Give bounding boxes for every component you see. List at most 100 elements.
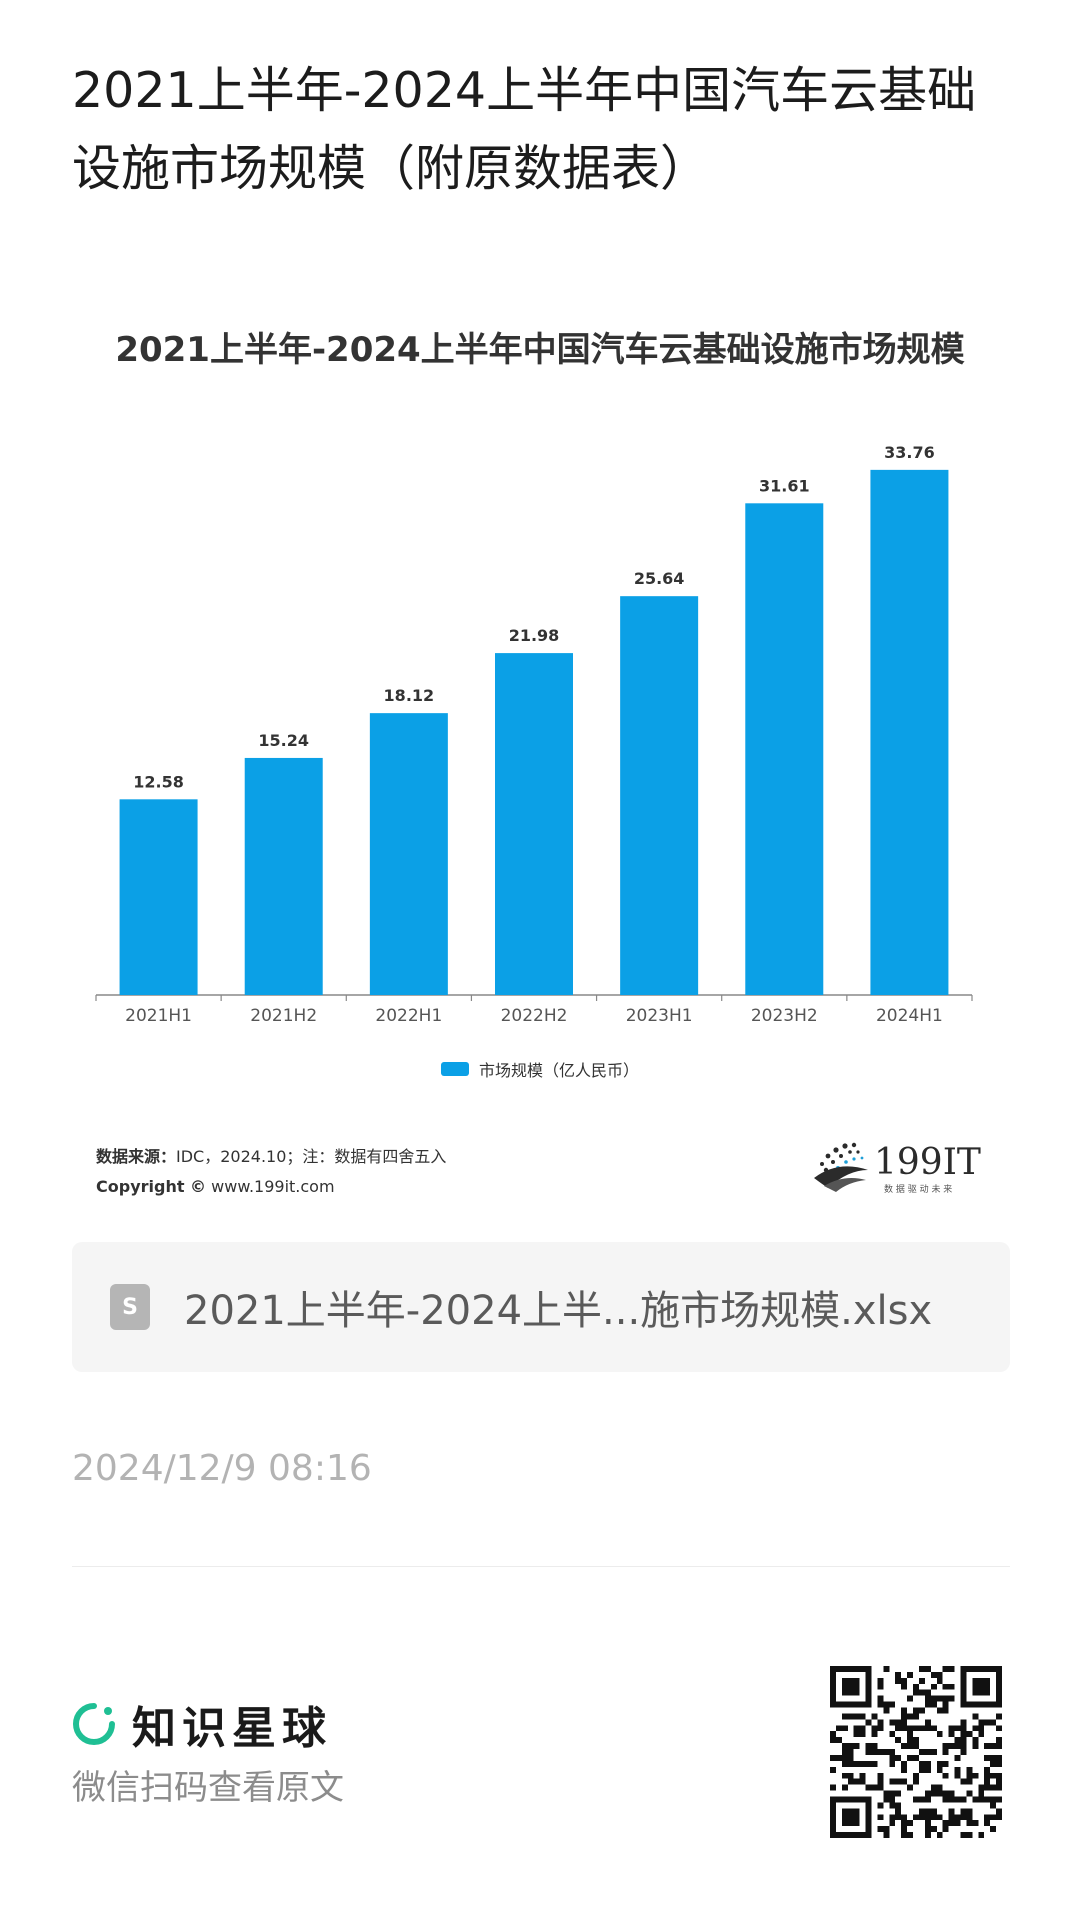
qr-module <box>853 1760 860 1767</box>
qr-module <box>978 1790 985 1797</box>
x-tick-label: 2022H1 <box>375 1006 442 1026</box>
qr-finder <box>841 1808 860 1827</box>
qr-module <box>936 1814 943 1821</box>
qr-module <box>954 1725 961 1732</box>
qr-module <box>942 1749 949 1755</box>
qr-module <box>901 1832 908 1838</box>
qr-module <box>877 1802 884 1809</box>
qr-module <box>901 1760 908 1767</box>
qr-module <box>996 1743 1002 1750</box>
qr-module <box>918 1689 925 1696</box>
qr-module <box>930 1808 937 1815</box>
qr-module <box>966 1772 973 1779</box>
qr-module <box>889 1749 896 1755</box>
qr-module <box>942 1796 949 1803</box>
data-label: 15.24 <box>258 731 309 750</box>
qr-code[interactable] <box>830 1666 1002 1838</box>
qr-module <box>948 1820 955 1827</box>
qr-module <box>924 1814 931 1821</box>
qr-module <box>883 1749 890 1755</box>
qr-module <box>871 1731 878 1738</box>
bar-2021H1 <box>119 799 198 995</box>
qr-module <box>853 1725 860 1732</box>
qr-module <box>871 1725 878 1732</box>
qr-module <box>895 1725 902 1732</box>
qr-module <box>859 1778 866 1785</box>
qr-module <box>978 1784 985 1791</box>
qr-module <box>901 1719 908 1726</box>
x-tick-label: 2022H2 <box>501 1006 568 1026</box>
bar-2023H2 <box>745 503 824 995</box>
qr-module <box>960 1778 967 1785</box>
qr-module <box>865 1743 872 1750</box>
qr-module <box>877 1719 884 1726</box>
qr-module <box>877 1725 884 1732</box>
qr-module <box>859 1713 866 1720</box>
qr-module <box>924 1695 931 1702</box>
qr-module <box>830 1784 836 1791</box>
qr-module <box>942 1683 949 1690</box>
qr-module <box>972 1820 979 1827</box>
x-tick-label: 2023H1 <box>626 1006 693 1026</box>
qr-module <box>966 1731 973 1738</box>
qr-module <box>865 1784 872 1791</box>
qr-module <box>853 1713 860 1720</box>
source-label: 数据来源： <box>96 1147 177 1166</box>
qr-module <box>835 1754 842 1761</box>
qr-module <box>966 1778 973 1785</box>
qr-module <box>960 1808 967 1815</box>
attachment-filename[interactable]: 2021上半年-2024上半...施市场规模.xlsx <box>184 1288 933 1334</box>
qr-module <box>883 1826 890 1833</box>
spreadsheet-file-icon: S <box>110 1284 150 1330</box>
qr-module <box>960 1719 967 1726</box>
qr-module <box>907 1832 914 1838</box>
qr-module <box>889 1754 896 1761</box>
qr-module <box>954 1796 961 1803</box>
qr-module <box>913 1689 919 1696</box>
qr-module <box>996 1772 1002 1779</box>
qr-module <box>871 1784 878 1791</box>
qr-module <box>895 1737 902 1744</box>
qr-module <box>889 1719 896 1726</box>
qr-module <box>889 1731 896 1738</box>
qr-module <box>924 1749 931 1755</box>
qr-module <box>942 1772 949 1779</box>
qr-module <box>853 1778 860 1785</box>
qr-module <box>847 1743 854 1750</box>
qr-module <box>889 1796 896 1803</box>
qr-module <box>942 1790 949 1797</box>
qr-module <box>895 1778 902 1785</box>
qr-module <box>930 1725 937 1732</box>
qr-module <box>990 1802 997 1809</box>
qr-module <box>954 1766 961 1773</box>
data-label: 18.12 <box>384 686 435 705</box>
qr-module <box>978 1832 985 1838</box>
qr-module <box>847 1772 854 1779</box>
qr-module <box>954 1743 961 1750</box>
qr-module <box>889 1820 896 1827</box>
qr-module <box>948 1743 955 1750</box>
qr-module <box>960 1743 967 1750</box>
qr-module <box>996 1754 1002 1761</box>
qr-module <box>913 1713 919 1720</box>
qr-module <box>954 1772 961 1779</box>
qr-module <box>948 1796 955 1803</box>
qr-module <box>966 1808 973 1815</box>
qr-module <box>889 1778 896 1785</box>
qr-module <box>913 1725 919 1732</box>
qr-module <box>895 1808 902 1815</box>
qr-module <box>871 1760 878 1767</box>
attachment-card[interactable]: S 2021上半年-2024上半...施市场规模.xlsx <box>72 1242 1010 1372</box>
qr-module <box>859 1760 866 1767</box>
qr-module <box>913 1737 919 1744</box>
qr-module <box>924 1666 931 1672</box>
qr-module <box>930 1671 937 1678</box>
qr-module <box>895 1677 902 1684</box>
qr-module <box>877 1695 884 1702</box>
qr-module <box>924 1790 931 1797</box>
qr-module <box>918 1760 925 1767</box>
qr-module <box>930 1683 937 1690</box>
qr-module <box>936 1784 943 1791</box>
qr-module <box>883 1790 890 1797</box>
qr-module <box>918 1666 925 1672</box>
